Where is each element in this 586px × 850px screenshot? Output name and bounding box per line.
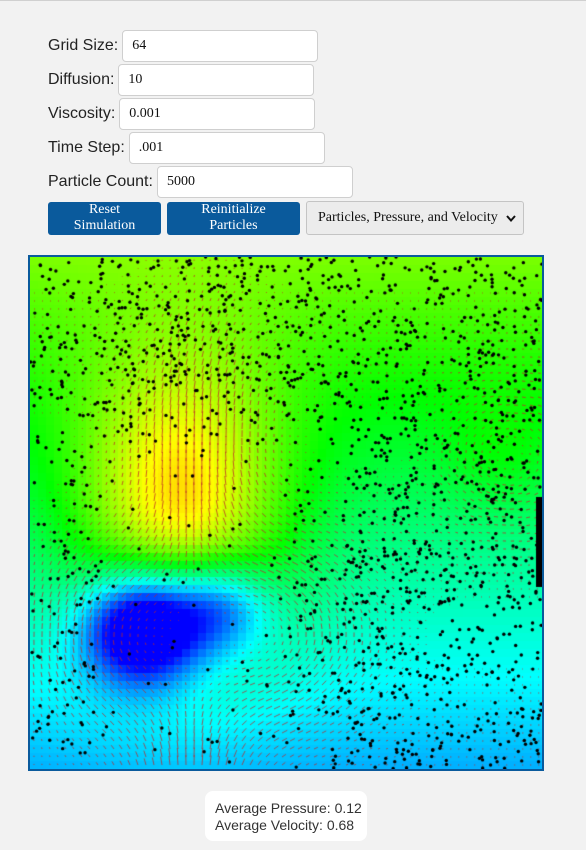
time-step-row: Time Step: [48, 131, 568, 165]
average-velocity-value: 0.68 [326, 817, 355, 833]
diffusion-label: Diffusion: [48, 71, 115, 88]
reinitialize-particles-button[interactable]: Reinitialize Particles [167, 201, 300, 235]
viscosity-input[interactable] [119, 98, 316, 130]
time-step-input[interactable] [128, 132, 325, 164]
particle-count-label: Particle Count: [48, 173, 153, 190]
stats-panel: Average Pressure: 0.12 Average Velocity:… [205, 791, 367, 841]
viscosity-label: Viscosity: [48, 105, 116, 122]
particle-count-input[interactable] [156, 166, 353, 198]
simulation-canvas-frame[interactable] [28, 255, 544, 771]
grid-size-input[interactable] [122, 30, 319, 62]
average-velocity-label: Average Velocity: [215, 817, 323, 833]
diffusion-row: Diffusion: [48, 63, 568, 97]
time-step-label: Time Step: [48, 139, 125, 156]
average-pressure-value: 0.12 [334, 800, 362, 816]
viscosity-row: Viscosity: [48, 97, 568, 131]
average-pressure-stat: Average Pressure: 0.12 [215, 800, 362, 817]
particle-count-row: Particle Count: [48, 165, 568, 199]
grid-size-row: Grid Size: [48, 29, 568, 63]
display-mode-value: Particles, Pressure, and Velocity [318, 210, 498, 225]
diffusion-input[interactable] [118, 64, 315, 96]
average-velocity-stat: Average Velocity: 0.68 [215, 817, 357, 834]
average-pressure-label: Average Pressure: [215, 800, 331, 816]
simulation-controls: Grid Size: Diffusion: Viscosity: Time St… [48, 29, 568, 199]
reset-simulation-button[interactable]: Reset Simulation [48, 201, 161, 235]
display-mode-select[interactable]: Particles, Pressure, and Velocity [306, 201, 524, 235]
grid-size-label: Grid Size: [48, 37, 119, 54]
action-bar: Reset Simulation Reinitialize Particles … [48, 201, 524, 235]
fluid-simulation-canvas[interactable] [30, 257, 542, 769]
chevron-down-icon [505, 212, 517, 224]
